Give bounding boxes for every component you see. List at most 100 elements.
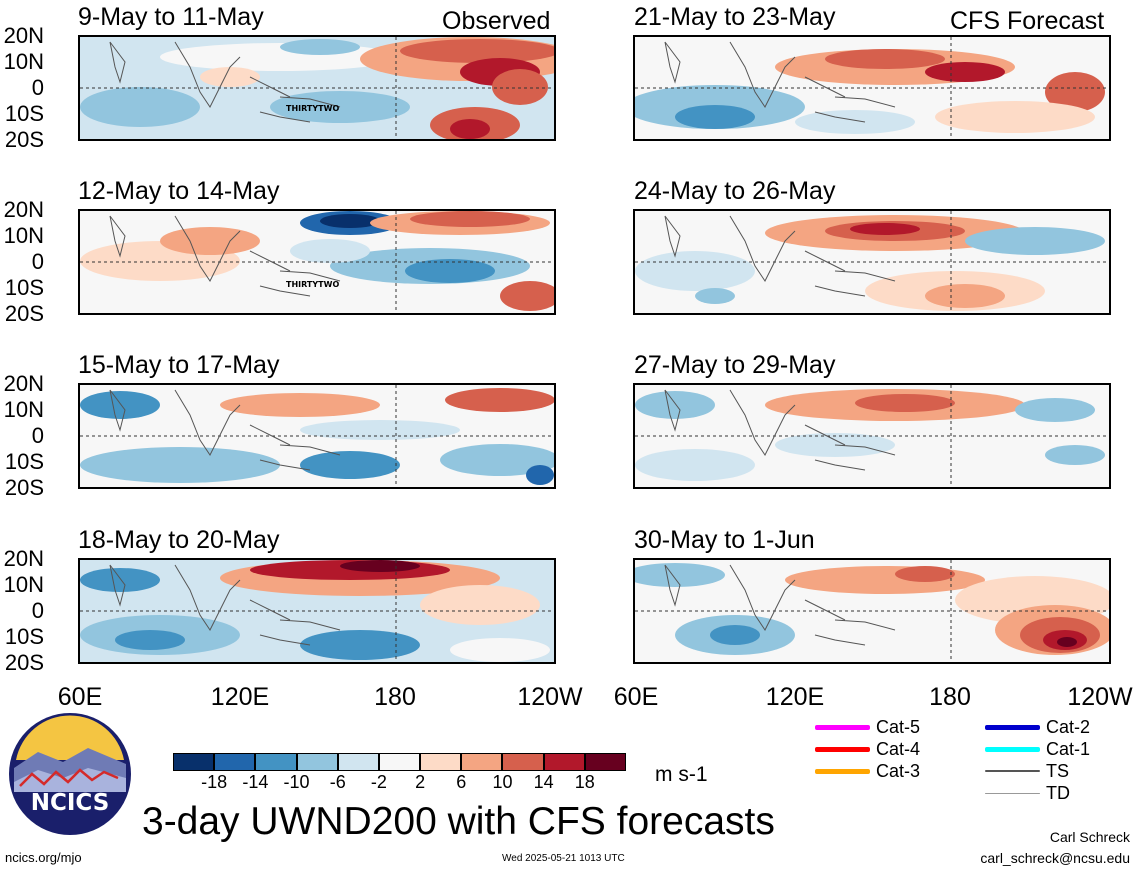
author: Carl Schreck bbox=[1049, 829, 1130, 845]
observed-label: Observed bbox=[442, 7, 551, 35]
colorbar-swatch bbox=[255, 753, 297, 771]
storm-legend: Cat-5 Cat-4 Cat-3 Cat-2 Cat-1 TS TD bbox=[815, 718, 1135, 818]
legend-item-ts: TS bbox=[985, 762, 1069, 780]
legend-label: TD bbox=[1046, 783, 1070, 803]
lat-tick-10n: 10N bbox=[3, 49, 44, 74]
panel-title-obs3: 15-May to 17-May bbox=[78, 351, 280, 379]
lat-tick-20n: 20N bbox=[3, 546, 44, 571]
panel-title-obs2: 12-May to 14-May bbox=[78, 177, 280, 205]
lat-tick-20n: 20N bbox=[3, 23, 44, 48]
legend-line bbox=[985, 724, 1040, 730]
lon-tick-60e: 60E bbox=[57, 683, 103, 711]
ncics-logo: NCICS bbox=[8, 712, 132, 836]
legend-item-td: TD bbox=[985, 784, 1070, 802]
storm-label: THIRTYTWO bbox=[286, 280, 339, 289]
lat-tick-20n: 20N bbox=[3, 197, 44, 222]
lon-tick-180: 180 bbox=[929, 683, 971, 711]
legend-label: Cat-5 bbox=[876, 717, 921, 737]
lat-tick-eq: 0 bbox=[31, 249, 44, 274]
map-panel-fc3 bbox=[633, 383, 1111, 489]
lat-tick-20s: 20S bbox=[4, 475, 44, 500]
colorbar-swatch bbox=[378, 753, 421, 771]
lat-tick-10n: 10N bbox=[3, 397, 44, 422]
forecast-label: CFS Forecast bbox=[950, 7, 1105, 35]
lat-tick-10s: 10S bbox=[4, 275, 44, 300]
legend-label: TS bbox=[1046, 761, 1070, 781]
colorbar-tick-label: -14 bbox=[242, 772, 269, 792]
colorbar-swatch bbox=[337, 753, 379, 771]
colorbar-tick-label: -10 bbox=[283, 772, 310, 792]
lon-tick-60e: 60E bbox=[613, 683, 659, 711]
legend-line bbox=[815, 768, 870, 774]
main-title: 3-day UWND200 with CFS forecasts bbox=[142, 800, 775, 843]
colorbar-tick-label: 2 bbox=[415, 772, 426, 792]
colorbar-tick-label: 18 bbox=[574, 772, 595, 792]
legend-label: Cat-3 bbox=[876, 761, 921, 781]
colorbar-tick-label: 6 bbox=[456, 772, 467, 792]
lat-tick-20s: 20S bbox=[4, 650, 44, 675]
colorbar-tick-label: -2 bbox=[370, 772, 387, 792]
lon-tick-120e: 120E bbox=[765, 683, 825, 711]
lon-tick-120w: 120W bbox=[517, 683, 583, 711]
legend-line bbox=[985, 746, 1040, 752]
colorbar-tick-label: -6 bbox=[329, 772, 346, 792]
colorbar-swatch bbox=[420, 753, 462, 771]
legend-label: Cat-1 bbox=[1046, 739, 1091, 759]
colorbar-swatch bbox=[584, 753, 626, 771]
map-panel-obs3 bbox=[78, 383, 556, 489]
lat-tick-20s: 20S bbox=[4, 301, 44, 326]
map-panel-fc2 bbox=[633, 209, 1111, 315]
lat-tick-eq: 0 bbox=[31, 75, 44, 100]
lon-tick-120e: 120E bbox=[210, 683, 270, 711]
colorbar-swatch bbox=[173, 753, 215, 771]
panel-title-fc4: 30-May to 1-Jun bbox=[634, 526, 815, 554]
legend-line bbox=[985, 792, 1040, 794]
lat-tick-eq: 0 bbox=[31, 598, 44, 623]
wind-field-fc1 bbox=[635, 37, 1109, 139]
legend-item-cat-4: Cat-4 bbox=[815, 740, 920, 758]
wind-field-fc4 bbox=[635, 560, 1109, 662]
lat-tick-10n: 10N bbox=[3, 572, 44, 597]
legend-line bbox=[815, 746, 870, 752]
legend-item-cat-3: Cat-3 bbox=[815, 762, 920, 780]
wind-field-fc3 bbox=[635, 385, 1109, 487]
lat-tick-10s: 10S bbox=[4, 449, 44, 474]
map-panel-obs1: THIRTYTWO bbox=[78, 35, 556, 141]
colorbar-tick-label: -18 bbox=[201, 772, 228, 792]
colorbar bbox=[173, 753, 626, 771]
author-email[interactable]: carl_schreck@ncsu.edu bbox=[980, 850, 1130, 866]
map-panel-fc1 bbox=[633, 35, 1111, 141]
panel-title-obs1: 9-May to 11-May bbox=[78, 3, 264, 31]
lat-tick-eq: 0 bbox=[31, 423, 44, 448]
colorbar-tick-label: 14 bbox=[533, 772, 554, 792]
lat-tick-20s: 20S bbox=[4, 127, 44, 152]
legend-item-cat-2: Cat-2 bbox=[985, 718, 1090, 736]
wind-field-obs3 bbox=[80, 385, 554, 487]
wind-field-obs1: THIRTYTWO bbox=[80, 37, 554, 139]
colorbar-swatch bbox=[296, 753, 338, 771]
lat-tick-10s: 10S bbox=[4, 101, 44, 126]
panel-title-fc3: 27-May to 29-May bbox=[634, 351, 836, 379]
wind-field-obs2: THIRTYTWO bbox=[80, 211, 554, 313]
legend-item-cat-1: Cat-1 bbox=[985, 740, 1090, 758]
wind-field-fc2 bbox=[635, 211, 1109, 313]
panel-title-obs4: 18-May to 20-May bbox=[78, 526, 280, 554]
legend-label: Cat-2 bbox=[1046, 717, 1091, 737]
legend-label: Cat-4 bbox=[876, 739, 921, 759]
legend-item-cat-5: Cat-5 bbox=[815, 718, 920, 736]
legend-line bbox=[815, 724, 870, 730]
colorbar-labels: -18 -14 -10 -6 -2 2 6 10 14 18 bbox=[173, 773, 626, 793]
colorbar-tick-label: 10 bbox=[492, 772, 513, 792]
map-panel-obs4 bbox=[78, 558, 556, 664]
site-url[interactable]: ncics.org/mjo bbox=[5, 850, 82, 865]
colorbar-swatch bbox=[214, 753, 256, 771]
map-panel-obs2: THIRTYTWO bbox=[78, 209, 556, 315]
legend-line bbox=[985, 770, 1040, 772]
timestamp: Wed 2025-05-21 1013 UTC bbox=[502, 853, 625, 864]
lon-tick-180: 180 bbox=[374, 683, 416, 711]
colorbar-swatch bbox=[543, 753, 585, 771]
lon-tick-120w: 120W bbox=[1067, 683, 1133, 711]
lat-tick-10s: 10S bbox=[4, 624, 44, 649]
colorbar-units: m s-1 bbox=[655, 763, 708, 786]
panel-title-fc1: 21-May to 23-May bbox=[634, 3, 836, 31]
